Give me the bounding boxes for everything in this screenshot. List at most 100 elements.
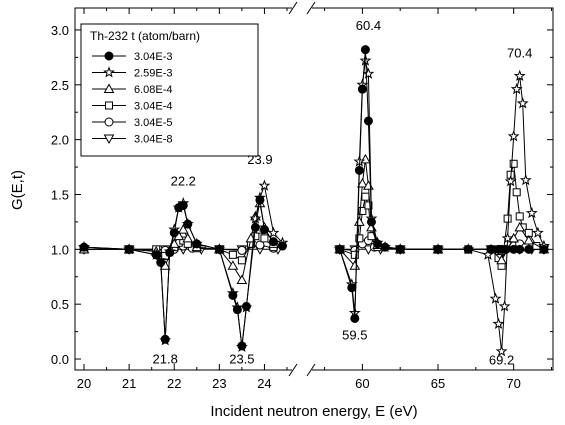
data-point	[514, 221, 526, 232]
data-point	[515, 212, 524, 221]
legend-title: Th-232 t (atom/barn)	[90, 29, 200, 43]
plot-frame	[74, 7, 554, 371]
legend-label: 6.08E-4	[134, 84, 173, 96]
data-point	[350, 250, 359, 259]
series-6.08E-4	[78, 153, 550, 285]
legend-entry: 6.08E-4	[92, 83, 173, 96]
data-point	[192, 239, 202, 249]
data-point	[250, 222, 260, 232]
legend-marker	[104, 117, 114, 127]
x-tick-label: 23	[212, 376, 226, 391]
axis-break-mark	[288, 1, 298, 15]
legend-entry: 3.04E-3	[92, 51, 173, 63]
axis-break-gap	[292, 5, 312, 11]
legend-marker	[103, 66, 115, 78]
data-point	[523, 235, 535, 245]
peak-label: 70.4	[507, 45, 532, 60]
data-point	[525, 206, 538, 219]
peak-label: 23.5	[229, 351, 254, 366]
data-point	[531, 226, 544, 238]
y-axis-label: G(E,t)	[9, 170, 26, 210]
data-point	[267, 226, 280, 238]
data-point	[355, 234, 364, 243]
data-point	[354, 216, 365, 226]
data-point	[380, 242, 390, 252]
data-point	[501, 244, 511, 254]
data-point	[237, 256, 246, 265]
legend-entry: 2.59E-3	[92, 66, 173, 80]
data-point	[524, 244, 534, 254]
data-point	[360, 45, 370, 55]
data-point	[519, 173, 532, 186]
y-tick-label: 3.0	[51, 23, 69, 38]
y-tick-label: 2.5	[51, 78, 69, 93]
data-point	[361, 192, 370, 201]
x-axis-label: Incident neutron energy, E (eV)	[210, 403, 417, 420]
data-point	[335, 244, 345, 254]
legend: Th-232 t (atom/barn) 3.04E-3 2.59E-3 6.08E…	[80, 23, 259, 157]
data-point	[277, 241, 287, 251]
data-point	[362, 67, 375, 79]
data-point	[227, 260, 239, 270]
axis-break-mark	[306, 1, 316, 15]
data-point	[178, 200, 188, 210]
data-point	[498, 300, 511, 312]
data-point	[373, 239, 383, 249]
data-point	[515, 244, 525, 254]
data-point	[492, 317, 505, 329]
data-point	[255, 195, 265, 205]
x-tick-label: 21	[122, 376, 136, 391]
data-point	[358, 206, 367, 215]
x-tick-label: 60	[355, 376, 369, 391]
legend-label: 3.04E-8	[134, 134, 173, 146]
data-point	[214, 244, 224, 254]
data-point	[237, 341, 247, 351]
data-point	[151, 250, 161, 260]
x-tick-label: 22	[167, 376, 181, 391]
x-tick-label: 65	[431, 376, 445, 391]
peak-label: 22.2	[171, 174, 196, 189]
peak-label: 59.5	[342, 327, 367, 342]
data-point	[510, 82, 523, 95]
data-point	[366, 217, 376, 227]
data-point	[183, 219, 193, 229]
data-point	[156, 257, 166, 267]
data-point	[228, 290, 238, 300]
data-point	[255, 240, 265, 250]
y-tick-label: 1.0	[51, 242, 69, 257]
data-point	[241, 301, 251, 311]
data-point	[236, 274, 248, 285]
data-point	[79, 242, 89, 252]
legend-label: 3.04E-4	[134, 101, 173, 113]
axes: 20 21 22 23 24 60 65 70 0.0 0.5 1.0 1.5 2.0 2.5 3.0	[51, 1, 553, 391]
data-point	[516, 97, 529, 109]
data-point	[259, 225, 269, 235]
data-point	[124, 244, 134, 254]
data-point	[258, 179, 271, 191]
legend-label: 2.59E-3	[134, 68, 173, 80]
data-point	[486, 244, 496, 254]
data-point	[501, 232, 514, 244]
legend-entries: 3.04E-3 2.59E-3 6.08E-4 3.04E-4 3.04E-5 3.04E…	[92, 51, 173, 146]
data-point	[357, 177, 368, 188]
data-point	[232, 305, 242, 315]
data-point	[165, 248, 175, 258]
y-tick-label: 1.5	[51, 187, 69, 202]
data-point	[495, 345, 508, 357]
data-point	[237, 245, 247, 255]
data-point	[268, 237, 278, 247]
data-point	[363, 116, 373, 126]
legend-marker	[103, 83, 115, 93]
data-point	[228, 250, 237, 259]
data-point	[509, 159, 518, 168]
data-point	[182, 232, 194, 243]
annotations: 22.223.960.470.421.8 23.559.569.2	[153, 18, 533, 368]
data-point	[357, 84, 367, 94]
data-point	[489, 292, 502, 304]
data-point	[260, 234, 269, 243]
data-point	[169, 228, 179, 238]
peak-label: 60.4	[356, 18, 381, 33]
data-point	[507, 130, 520, 142]
y-tick-label: 2.0	[51, 133, 69, 148]
data-point	[503, 214, 512, 223]
